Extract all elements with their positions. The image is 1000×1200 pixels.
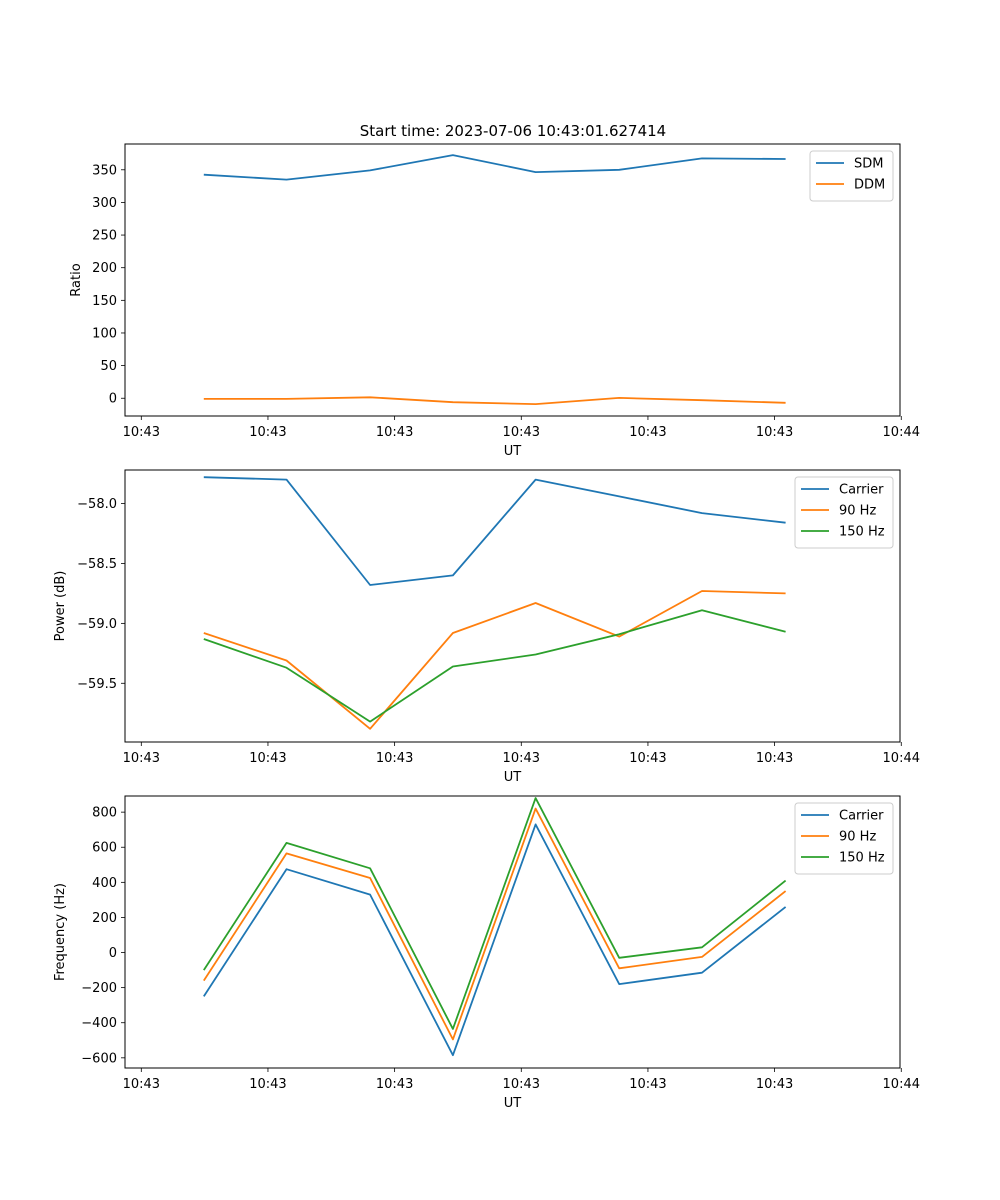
x-tick-label: 10:43	[756, 751, 793, 766]
y-tick-label: 600	[92, 841, 117, 856]
x-tick-label: 10:43	[123, 1077, 160, 1092]
y-tick-label: −58.5	[77, 557, 117, 572]
chart-1: 10:43 10:43 10:43 10:43 10:43 10:43 10:44 0 50 10…	[69, 143, 920, 459]
x-tick-label: 10:43	[376, 425, 413, 440]
x-tick-label: 10:43	[123, 751, 160, 766]
y-axis-label: Ratio	[69, 263, 84, 296]
legend-label: Carrier	[839, 809, 884, 824]
series-line-sdm	[203, 154, 786, 181]
chart-2: 10:43 10:43 10:43 10:43 10:43 10:43 10:44 −59.5…	[53, 469, 920, 785]
y-tick-label: 800	[92, 806, 117, 821]
legend: Carrier 90 Hz 150 Hz	[794, 802, 894, 875]
x-tick-label: 10:43	[123, 425, 160, 440]
x-tick-label: 10:43	[629, 1077, 666, 1092]
y-tick-label: −59.5	[77, 677, 117, 692]
x-tick-label: 10:43	[756, 1077, 793, 1092]
x-tick-label: 10:43	[503, 425, 540, 440]
x-tick-label: 10:43	[249, 425, 286, 440]
series-line-150-hz	[203, 609, 786, 723]
y-tick-label: 0	[109, 392, 117, 407]
series-line-carrier	[203, 476, 786, 586]
legend-label: 150 Hz	[839, 525, 885, 540]
figure-title: Start time: 2023-07-06 10:43:01.627414	[360, 122, 666, 140]
series-line-150-hz	[203, 797, 787, 1030]
axes-frame	[124, 469, 901, 743]
plots: 10:43 10:43 10:43 10:43 10:43 10:43 10:44 0 50 10…	[53, 143, 920, 1111]
x-tick-label: 10:44	[883, 1077, 920, 1092]
legend-label: SDM	[854, 157, 883, 172]
y-tick-label: −200	[81, 981, 117, 996]
y-tick-label: 200	[92, 911, 117, 926]
x-tick-label: 10:43	[629, 751, 666, 766]
legend-label: 90 Hz	[839, 830, 876, 845]
x-axis-label: UT	[504, 444, 522, 459]
legend-label: 90 Hz	[839, 504, 876, 519]
x-axis-label: UT	[504, 1096, 522, 1111]
legend-label: Carrier	[839, 483, 884, 498]
series-line-90-hz	[203, 807, 787, 1041]
y-tick-label: −59.0	[77, 617, 117, 632]
y-tick-label: 300	[92, 196, 117, 211]
x-tick-label: 10:43	[249, 1077, 286, 1092]
legend: SDM DDM	[809, 150, 894, 202]
y-tick-label: 200	[92, 261, 117, 276]
x-tick-label: 10:44	[883, 425, 920, 440]
x-tick-label: 10:43	[756, 425, 793, 440]
x-tick-label: 10:43	[503, 1077, 540, 1092]
y-axis-label: Frequency (Hz)	[53, 883, 68, 981]
series-line-90-hz	[203, 590, 786, 730]
x-tick-label: 10:43	[503, 751, 540, 766]
x-tick-label: 10:43	[376, 1077, 413, 1092]
y-tick-label: 50	[100, 359, 117, 374]
legend: Carrier 90 Hz 150 Hz	[794, 476, 894, 549]
y-tick-label: 250	[92, 229, 117, 244]
x-tick-label: 10:43	[629, 425, 666, 440]
chart-3: 10:43 10:43 10:43 10:43 10:43 10:43 10:44 −600 −…	[53, 795, 920, 1111]
x-tick-label: 10:43	[376, 751, 413, 766]
legend-label: 150 Hz	[839, 851, 885, 866]
legend-label: DDM	[854, 178, 885, 193]
y-tick-label: −400	[81, 1016, 117, 1031]
x-tick-label: 10:44	[883, 751, 920, 766]
y-tick-label: −58.0	[77, 497, 117, 512]
x-tick-label: 10:43	[249, 751, 286, 766]
y-tick-label: −600	[81, 1051, 117, 1066]
y-tick-label: 0	[109, 946, 117, 961]
series-line-ddm	[203, 396, 786, 406]
y-tick-label: 150	[92, 294, 117, 309]
axes-frame	[124, 795, 901, 1069]
x-axis-label: UT	[504, 770, 522, 785]
y-tick-label: 100	[92, 326, 117, 341]
y-tick-label: 400	[92, 876, 117, 891]
axes-frame	[124, 143, 901, 417]
y-axis-label: Power (dB)	[53, 571, 68, 642]
y-tick-label: 350	[92, 163, 117, 178]
series-line-carrier	[203, 823, 787, 1057]
